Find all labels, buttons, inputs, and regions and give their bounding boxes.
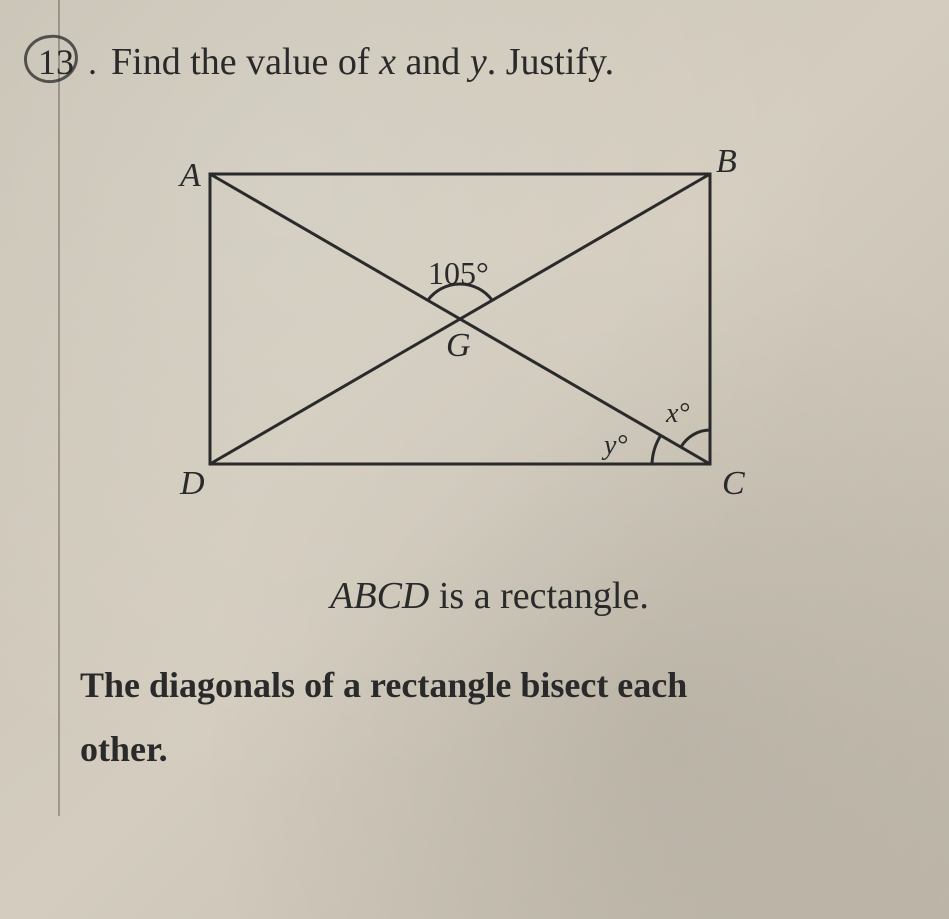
question-row: 13 . Find the value of x and y. Justify. — [60, 40, 919, 84]
period: . — [88, 41, 97, 83]
label-b: B — [716, 143, 737, 180]
worksheet-page: 13 . Find the value of x and y. Justify.… — [0, 0, 949, 816]
q-prefix: Find the value of — [111, 41, 379, 83]
angle-y-label: y° — [601, 430, 628, 461]
given-statement: ABCD is a rectangle. — [100, 574, 879, 618]
statement-text: is a rectangle. — [429, 575, 648, 617]
q-mid: and — [396, 41, 470, 83]
q-suffix: . Justify. — [487, 41, 614, 83]
hint-line-2: other. — [80, 722, 909, 778]
var-y: y — [470, 41, 487, 83]
margin-rule — [58, 0, 60, 816]
diagram-svg: A B C D G 105° y° x° — [150, 134, 770, 514]
geometry-diagram: A B C D G 105° y° x° — [150, 134, 770, 514]
question-number-wrap: 13 — [32, 41, 80, 83]
label-a: A — [178, 157, 201, 194]
label-d: D — [179, 465, 205, 502]
angle-105-label: 105° — [428, 255, 489, 291]
arc-y — [652, 435, 661, 464]
arc-x — [681, 430, 710, 447]
var-x: x — [379, 41, 396, 83]
angle-x-label: x° — [665, 398, 690, 429]
question-text: Find the value of x and y. Justify. — [111, 40, 614, 84]
label-g: G — [446, 327, 471, 364]
label-c: C — [722, 465, 745, 502]
shape-name: ABCD — [330, 575, 429, 617]
hint-line-1: The diagonals of a rectangle bisect each — [80, 658, 909, 714]
